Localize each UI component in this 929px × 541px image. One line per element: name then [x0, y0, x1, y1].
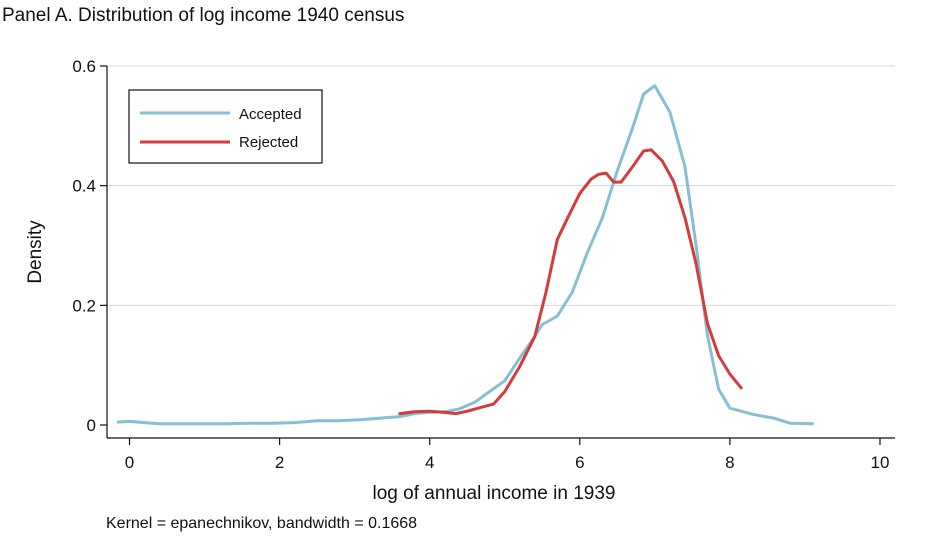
- panel-title: Panel A. Distribution of log income 1940…: [2, 5, 404, 26]
- x-tick-label: 4: [425, 453, 434, 472]
- x-tick-label: 6: [575, 453, 584, 472]
- axes: 0 0.2 0.4 0.6 0 2 4 6 8 10: [72, 57, 895, 472]
- y-tick-label: 0: [87, 416, 96, 435]
- x-tick-label: 2: [275, 453, 284, 472]
- y-tick-label: 0.2: [72, 296, 96, 315]
- series-line-accepted: [116, 84, 814, 426]
- series-lines: [116, 84, 814, 426]
- legend-label-accepted: Accepted: [239, 106, 302, 123]
- x-tick-label: 8: [725, 453, 734, 472]
- y-axis-label: Density: [25, 220, 46, 284]
- x-tick-label: 10: [871, 453, 890, 472]
- x-axis-label: log of annual income in 1939: [373, 483, 616, 504]
- y-tick-label: 0.6: [72, 57, 96, 76]
- x-tick-label: 0: [125, 453, 134, 472]
- kernel-note: Kernel = epanechnikov, bandwidth = 0.166…: [106, 515, 417, 532]
- series-line-rejected: [398, 148, 743, 416]
- legend: Accepted Rejected: [128, 89, 323, 164]
- legend-box: [128, 89, 323, 164]
- legend-label-rejected: Rejected: [239, 134, 298, 151]
- y-tick-label: 0.4: [72, 177, 96, 196]
- gridlines: [107, 65, 895, 306]
